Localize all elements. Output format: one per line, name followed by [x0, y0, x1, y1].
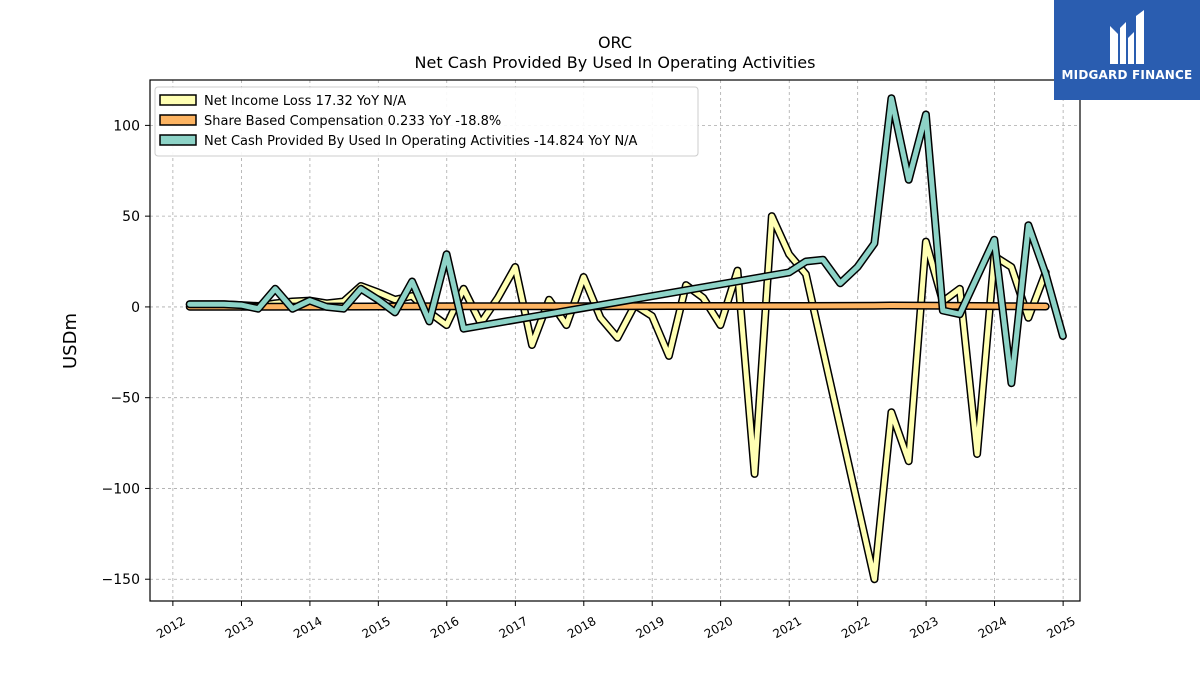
x-tick-label: 2012	[154, 614, 187, 641]
chart-title: Net Cash Provided By Used In Operating A…	[415, 53, 816, 72]
y-tick-label: −50	[110, 391, 140, 407]
x-tick-label: 2021	[771, 614, 804, 641]
series-lines	[185, 94, 1067, 584]
x-tick-label: 2017	[497, 614, 530, 641]
y-tick-label: 0	[131, 300, 140, 316]
midgard-logo-icon	[1110, 10, 1144, 64]
x-tick-label: 2015	[360, 614, 393, 641]
legend-label: Net Income Loss 17.32 YoY N/A	[204, 94, 406, 109]
legend-swatch	[159, 94, 197, 106]
x-tick-label: 2014	[291, 614, 324, 641]
chart-ticker: ORC	[598, 33, 632, 52]
y-tick-label: 50	[122, 209, 140, 225]
y-tick-label: −100	[102, 481, 140, 497]
legend-swatch	[159, 114, 197, 126]
legend-swatch	[159, 134, 197, 146]
y-tick-label: 100	[113, 118, 140, 134]
brand-name: MIDGARD FINANCE	[1061, 68, 1193, 82]
brand-logo: MIDGARD FINANCE	[1054, 0, 1200, 100]
y-axis-label: USDm	[60, 313, 81, 369]
plot-frame	[149, 79, 1081, 602]
x-tick-label: 2025	[1044, 614, 1077, 641]
legend-label: Net Cash Provided By Used In Operating A…	[204, 134, 638, 149]
x-tick-label: 2022	[839, 614, 872, 641]
x-tick-label: 2019	[633, 614, 666, 641]
x-tick-label: 2024	[976, 614, 1009, 641]
x-tick-label: 2016	[428, 614, 461, 641]
grid	[150, 80, 1080, 601]
x-tick-label: 2020	[702, 614, 735, 641]
legend-label: Share Based Compensation 0.233 YoY -18.8…	[204, 114, 501, 129]
legend-box	[154, 86, 699, 157]
series-line	[187, 95, 1066, 386]
x-tick-label: 2023	[907, 614, 940, 641]
legend: Net Income Loss 17.32 YoY N/A Share Based…	[154, 86, 699, 157]
x-tick-label: 2018	[565, 614, 598, 641]
x-tick-label: 2013	[223, 614, 256, 641]
y-tick-label: −150	[102, 572, 140, 588]
